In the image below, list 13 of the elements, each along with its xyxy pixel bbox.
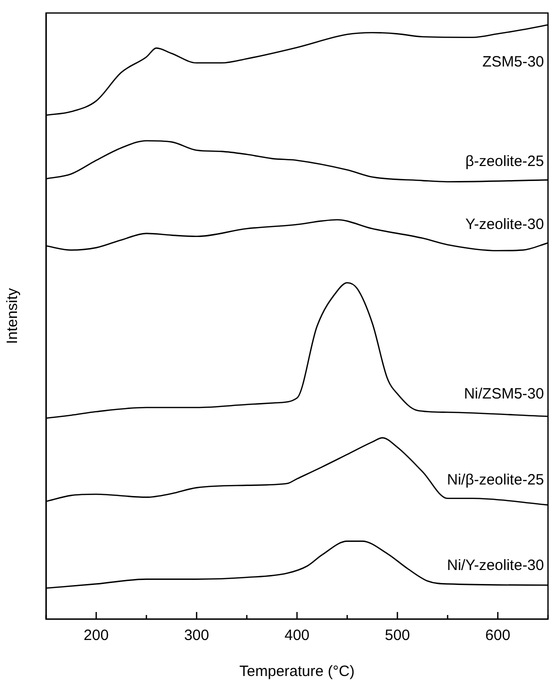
series-label: Ni/ZSM5-30: [464, 385, 544, 402]
x-tick-label: 300: [184, 627, 210, 644]
series-label: Ni/Y-zeolite-30: [447, 557, 544, 574]
x-tick-label: 400: [284, 627, 310, 644]
series-label: Ni/β-zeolite-25: [447, 472, 544, 489]
series-label: Y-zeolite-30: [465, 216, 544, 234]
series-label: β-zeolite-25: [465, 153, 544, 170]
x-tick-label: 500: [384, 627, 410, 644]
x-tick-label: 600: [485, 627, 510, 644]
x-axis-title: Temperature (°C): [239, 663, 355, 680]
y-axis-title: Intensity: [4, 288, 22, 344]
series-label: ZSM5-30: [482, 54, 544, 70]
x-tick-label: 200: [84, 627, 109, 644]
